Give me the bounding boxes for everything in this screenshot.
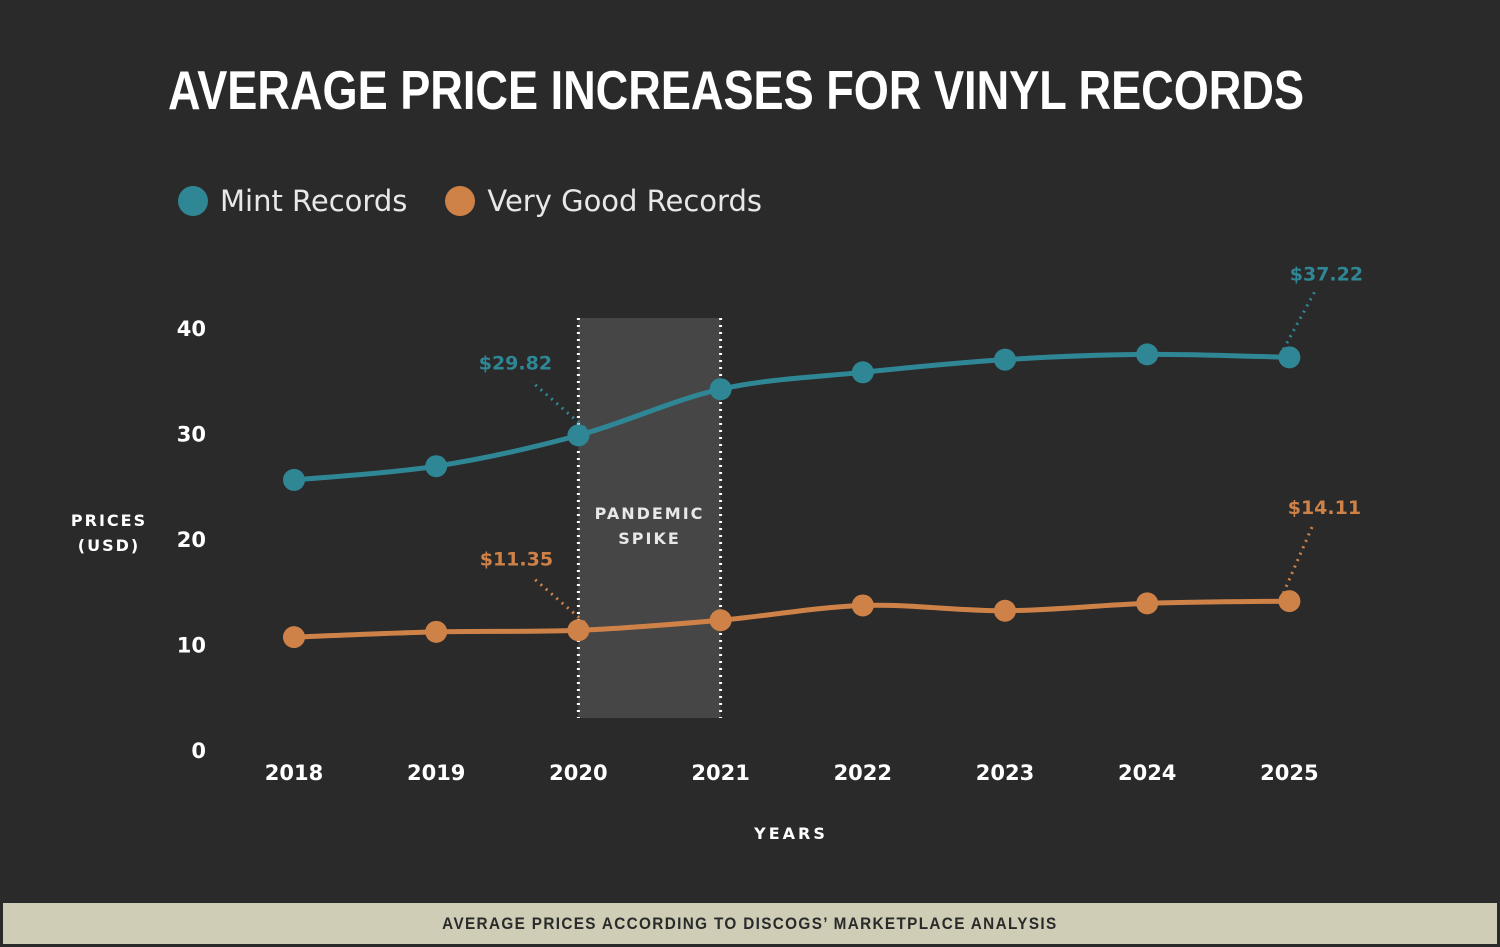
data-point-mint <box>1278 346 1301 369</box>
legend-item-mint: Mint Records <box>178 184 407 218</box>
y-tick-label: 10 <box>177 634 206 658</box>
annotation-leader-line <box>1282 525 1314 594</box>
legend-label-mint: Mint Records <box>220 184 408 218</box>
data-point-very-good <box>425 620 448 643</box>
pandemic-shaded-region <box>578 318 721 718</box>
pandemic-label-line2: SPIKE <box>618 529 681 548</box>
legend-label-very-good: Very Good Records <box>487 184 762 218</box>
x-tick-label: 2022 <box>834 761 892 785</box>
x-tick-label: 2023 <box>976 761 1034 785</box>
x-axis-label: YEARS <box>753 824 828 843</box>
annotation-leader-line <box>530 380 586 429</box>
y-tick-label: 40 <box>177 317 206 341</box>
x-tick-label: 2025 <box>1260 761 1318 785</box>
data-label: $29.82 <box>479 352 552 374</box>
y-axis-label-line2: (USD) <box>78 536 140 555</box>
data-point-very-good <box>709 609 732 632</box>
data-point-very-good <box>1278 590 1301 613</box>
data-point-mint <box>1136 343 1159 366</box>
data-point-mint <box>567 424 590 447</box>
x-tick-label: 2019 <box>407 761 465 785</box>
data-point-mint <box>994 348 1016 371</box>
legend-item-very-good: Very Good Records <box>445 184 762 218</box>
data-label: $14.11 <box>1288 497 1361 519</box>
legend-swatch-mint <box>178 186 208 216</box>
y-axis-label-line1: PRICES <box>71 511 147 530</box>
page-title: AVERAGE PRICE INCREASES FOR VINYL RECORD… <box>168 59 1305 121</box>
data-point-very-good <box>1136 592 1159 615</box>
footer-text: AVERAGE PRICES ACCORDING TO DISCOGS’ MAR… <box>442 913 1058 933</box>
data-point-mint <box>425 455 448 478</box>
x-tick-label: 2018 <box>265 761 323 785</box>
data-point-very-good <box>851 594 874 617</box>
data-point-very-good <box>283 626 305 649</box>
data-point-very-good <box>567 619 590 642</box>
data-point-mint <box>283 468 305 491</box>
y-tick-label: 20 <box>177 528 206 552</box>
data-label: $37.22 <box>1290 263 1363 285</box>
annotation-leader-line <box>531 576 586 624</box>
data-label: $11.35 <box>480 548 553 570</box>
line-chart: PANDEMIC SPIKE 0 10 20 30 40 2018 2019 2020 202… <box>71 263 1363 843</box>
legend: Mint Records Very Good Records <box>178 184 800 218</box>
data-point-mint <box>709 378 732 401</box>
series-line-very-good <box>291 598 1292 640</box>
footer-banner: AVERAGE PRICES ACCORDING TO DISCOGS’ MAR… <box>0 900 1500 947</box>
x-tick-label: 2024 <box>1118 761 1176 785</box>
series-line-mint <box>291 351 1292 483</box>
pandemic-label-line1: PANDEMIC <box>595 504 705 523</box>
legend-swatch-very-good <box>445 186 476 216</box>
data-point-very-good <box>994 599 1016 622</box>
y-tick-label: 30 <box>177 423 206 447</box>
x-tick-label: 2020 <box>549 761 607 785</box>
data-point-mint <box>851 361 874 384</box>
x-tick-label: 2021 <box>691 761 749 785</box>
annotation-leader-line <box>1282 291 1316 351</box>
y-tick-label: 0 <box>191 739 206 763</box>
